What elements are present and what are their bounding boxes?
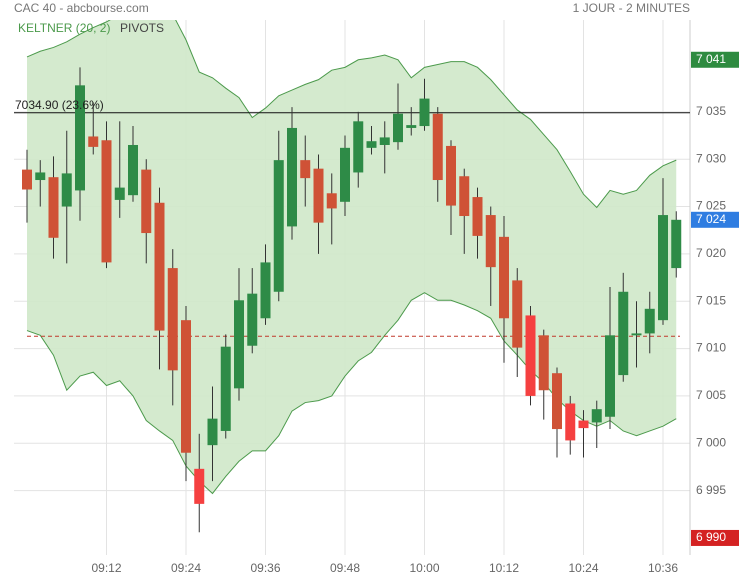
keltner-upper: [26, 20, 677, 209]
y-tick-label: 7 015: [696, 293, 726, 307]
x-tick-label: 09:12: [91, 561, 121, 575]
candle-body: [366, 141, 377, 148]
y-tick-label: 7 000: [696, 435, 726, 449]
y-tick-label: 7 010: [696, 341, 726, 355]
price-marker: [691, 529, 739, 546]
candle-body: [446, 145, 456, 206]
legend-pivots[interactable]: PIVOTS: [120, 21, 164, 35]
candle-body: [220, 346, 231, 431]
y-tick-label: 6 995: [696, 483, 726, 497]
candle-body: [552, 373, 562, 430]
candle-body: [128, 144, 138, 196]
candle-body: [154, 202, 165, 331]
candle-body: [605, 335, 615, 417]
price-marker-label: 7 041: [696, 52, 726, 66]
price-marker: [691, 211, 739, 228]
x-tick-label: 10:24: [568, 561, 598, 575]
candle-body: [578, 420, 589, 429]
candle-body: [499, 236, 509, 319]
candle-body: [326, 193, 337, 209]
price-marker-label: 7 024: [696, 212, 726, 226]
candle-body: [35, 172, 46, 181]
candle-body: [353, 121, 364, 173]
candle-body: [406, 125, 417, 128]
candle-body: [61, 173, 72, 207]
x-tick-label: 09:36: [250, 561, 280, 575]
candle-body: [671, 219, 682, 269]
chart-title: CAC 40 - abcbourse.com: [14, 1, 149, 15]
candle-body: [75, 85, 85, 191]
x-tick-label: 10:12: [489, 561, 519, 575]
candle-body: [101, 140, 112, 263]
pivot-label: 7034.90 (23.6%): [15, 98, 104, 112]
candle-body: [538, 335, 549, 391]
candle-body: [141, 169, 152, 234]
candle-body: [300, 160, 311, 179]
candle-body: [432, 113, 443, 181]
y-tick-label: 7 025: [696, 199, 726, 213]
candle-body: [340, 147, 350, 202]
candle-body: [273, 160, 284, 292]
candle-body: [234, 300, 244, 389]
candle-body: [525, 315, 536, 396]
candle-body: [591, 409, 602, 423]
candle-body: [313, 168, 324, 223]
candle-body: [485, 215, 496, 268]
y-tick-label: 7 005: [696, 388, 726, 402]
candle-body: [260, 262, 271, 319]
price-marker-label: 6 990: [696, 530, 726, 544]
y-tick-label: 7 030: [696, 151, 726, 165]
x-tick-label: 10:00: [409, 561, 439, 575]
candle-body: [379, 137, 390, 145]
candle-body: [393, 113, 403, 143]
price-marker: [691, 51, 739, 68]
candle-body: [472, 197, 483, 236]
candle-body: [181, 320, 191, 453]
candle-body: [247, 293, 258, 346]
candle-body: [644, 308, 655, 334]
candle-body: [207, 418, 218, 446]
candle-body: [114, 187, 125, 200]
candle-body: [658, 215, 668, 321]
candle-body: [565, 403, 576, 441]
candle-body: [194, 468, 205, 504]
y-tick-label: 7 020: [696, 246, 726, 260]
x-tick-label: 09:48: [330, 561, 360, 575]
candle-body: [167, 268, 178, 371]
candle-body: [419, 98, 430, 127]
x-tick-label: 09:24: [171, 561, 201, 575]
candle-body: [48, 177, 59, 238]
candle-body: [88, 136, 99, 147]
candle-body: [22, 169, 32, 190]
legend-keltner[interactable]: KELTNER (20, 2): [18, 21, 110, 35]
candle-body: [631, 333, 642, 336]
candle-body: [512, 280, 523, 348]
chart-subtitle: 1 JOUR - 2 MINUTES: [573, 1, 690, 15]
candle-body: [618, 291, 629, 376]
candle-body: [459, 176, 470, 217]
x-tick-label: 10:36: [648, 561, 678, 575]
candle-body: [287, 127, 297, 227]
y-tick-label: 7 035: [696, 104, 726, 118]
